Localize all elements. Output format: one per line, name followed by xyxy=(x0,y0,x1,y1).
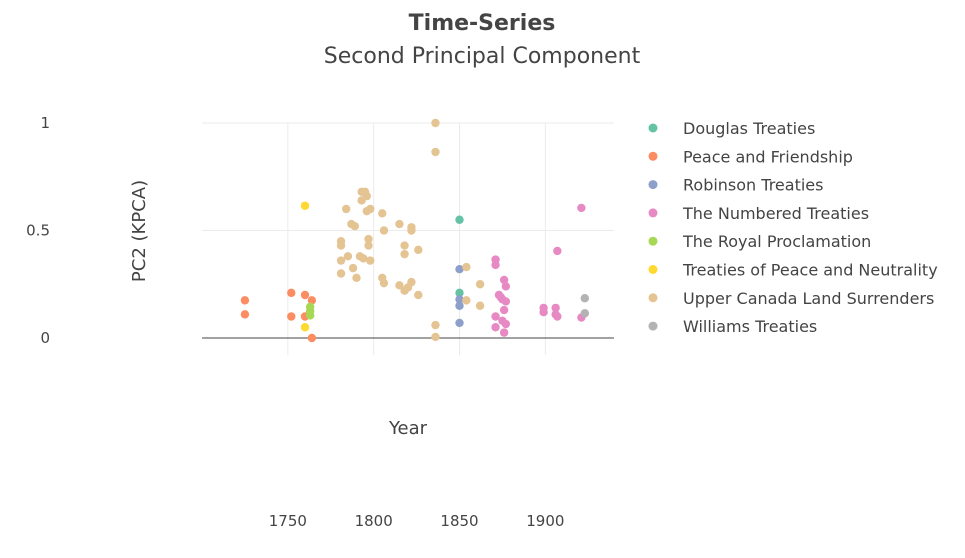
data-point[interactable] xyxy=(352,273,361,282)
data-point[interactable] xyxy=(499,328,509,337)
data-point[interactable] xyxy=(475,280,485,289)
data-point[interactable] xyxy=(499,275,509,285)
legend-marker[interactable] xyxy=(648,151,658,161)
x-tick-label: 1800 xyxy=(355,512,393,530)
data-point[interactable] xyxy=(359,254,368,263)
x-tick-label: 1900 xyxy=(526,512,564,530)
legend-marker[interactable] xyxy=(648,321,658,331)
data-point[interactable] xyxy=(336,269,346,278)
legend-label[interactable]: Treaties of Peace and Neutrality xyxy=(682,261,938,280)
y-tick-label: 0 xyxy=(40,329,50,347)
data-point[interactable] xyxy=(431,320,440,330)
gridlines xyxy=(202,122,614,356)
data-point[interactable] xyxy=(491,260,500,270)
data-point[interactable] xyxy=(366,256,375,265)
data-point[interactable] xyxy=(240,310,250,319)
data-point[interactable] xyxy=(379,226,389,235)
legend-marker[interactable] xyxy=(648,123,658,133)
data-point[interactable] xyxy=(491,312,500,321)
legend-label[interactable]: Robinson Treaties xyxy=(683,176,823,195)
legend-marker[interactable] xyxy=(648,180,658,190)
data-point[interactable] xyxy=(580,309,590,318)
chart-title: Time-Series xyxy=(409,11,556,36)
chart-subtitle: Second Principal Component xyxy=(324,44,641,69)
data-point[interactable] xyxy=(551,303,560,313)
y-tick-label: 1 xyxy=(40,114,50,132)
data-point[interactable] xyxy=(455,301,464,310)
data-point[interactable] xyxy=(553,312,562,321)
data-point[interactable] xyxy=(400,249,409,259)
data-point[interactable] xyxy=(395,281,404,290)
data-point[interactable] xyxy=(455,215,464,224)
data-point[interactable] xyxy=(455,295,464,304)
legend-label[interactable]: The Royal Proclamation xyxy=(682,232,871,251)
data-points xyxy=(240,118,590,343)
data-point[interactable] xyxy=(300,290,310,300)
data-point[interactable] xyxy=(287,312,296,321)
data-point[interactable] xyxy=(307,296,317,305)
data-point[interactable] xyxy=(501,282,511,291)
data-point[interactable] xyxy=(364,234,373,244)
legend-marker[interactable] xyxy=(648,265,658,274)
data-point[interactable] xyxy=(378,209,387,218)
x-tick-label: 1750 xyxy=(269,512,307,530)
data-point[interactable] xyxy=(407,226,416,235)
data-point[interactable] xyxy=(343,252,353,261)
legend-label[interactable]: Douglas Treaties xyxy=(683,119,815,138)
data-point[interactable] xyxy=(455,288,464,298)
legend[interactable]: Douglas Treaties Peace and Friendship Robi… xyxy=(648,119,938,336)
data-point[interactable] xyxy=(455,265,464,274)
data-point[interactable] xyxy=(240,296,250,305)
data-point[interactable] xyxy=(400,241,409,250)
legend-marker[interactable] xyxy=(648,208,658,218)
data-point[interactable] xyxy=(414,245,423,255)
data-point[interactable] xyxy=(462,262,471,272)
data-point[interactable] xyxy=(577,203,586,213)
y-axis-title: PC2 (KPCA) xyxy=(129,180,150,282)
data-point[interactable] xyxy=(287,288,296,298)
data-point[interactable] xyxy=(348,263,358,273)
data-point[interactable] xyxy=(305,311,315,320)
legend-label[interactable]: Williams Treaties xyxy=(683,317,817,336)
legend-label[interactable]: Upper Canada Land Surrenders xyxy=(683,289,934,308)
data-point[interactable] xyxy=(366,204,375,214)
axis-ticks: 1750 1800 1850 1900 0 0.5 1 xyxy=(26,114,564,530)
data-point[interactable] xyxy=(364,241,373,250)
data-point[interactable] xyxy=(379,278,389,288)
data-point[interactable] xyxy=(307,333,317,343)
data-point[interactable] xyxy=(462,296,471,305)
legend-marker[interactable] xyxy=(648,293,658,303)
data-point[interactable] xyxy=(431,118,440,128)
data-point[interactable] xyxy=(553,246,562,256)
data-point[interactable] xyxy=(475,301,485,310)
data-point[interactable] xyxy=(499,305,509,315)
data-point[interactable] xyxy=(414,290,423,300)
data-point[interactable] xyxy=(501,319,511,329)
y-tick-label: 0.5 xyxy=(26,222,50,240)
data-point[interactable] xyxy=(431,332,440,342)
x-axis-title: Year xyxy=(388,418,428,439)
data-point[interactable] xyxy=(300,201,310,210)
data-point[interactable] xyxy=(350,222,359,231)
data-point[interactable] xyxy=(431,147,440,157)
data-point[interactable] xyxy=(395,219,404,229)
data-point[interactable] xyxy=(336,241,346,250)
data-point[interactable] xyxy=(300,323,310,332)
data-point[interactable] xyxy=(455,318,464,328)
data-point[interactable] xyxy=(342,204,351,214)
data-point[interactable] xyxy=(336,256,346,265)
legend-label[interactable]: The Numbered Treaties xyxy=(682,204,869,223)
data-point[interactable] xyxy=(407,277,416,287)
x-tick-label: 1850 xyxy=(440,512,478,530)
data-point[interactable] xyxy=(491,323,500,332)
legend-marker[interactable] xyxy=(648,236,658,246)
data-point[interactable] xyxy=(580,294,590,303)
data-point[interactable] xyxy=(362,191,371,201)
legend-label[interactable]: Peace and Friendship xyxy=(683,147,853,166)
data-point[interactable] xyxy=(501,297,511,306)
data-point[interactable] xyxy=(539,308,548,317)
